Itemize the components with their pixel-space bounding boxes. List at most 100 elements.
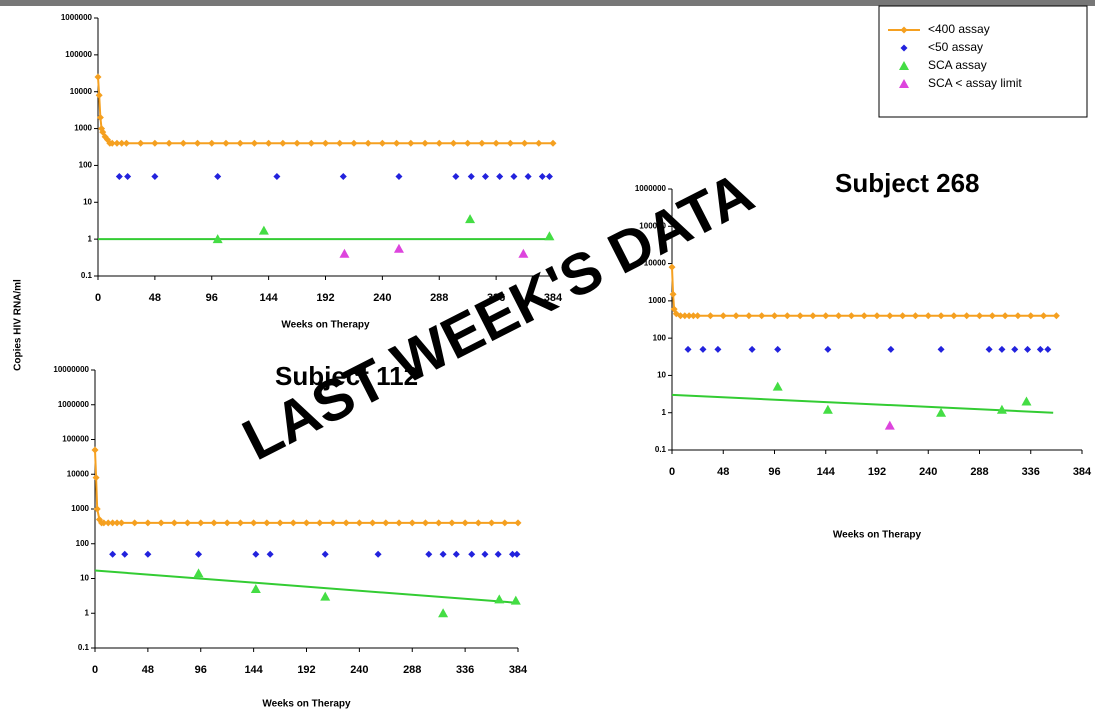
data-point <box>684 345 692 353</box>
data-point <box>263 519 271 527</box>
x-tick-label: 48 <box>149 292 161 304</box>
data-point <box>478 139 486 147</box>
data-point <box>435 139 443 147</box>
data-point <box>950 312 958 320</box>
data-point <box>677 312 685 320</box>
data-point <box>438 608 449 618</box>
chart-title: Subject 268 <box>835 168 980 198</box>
y-tick-label: 10000000 <box>53 365 89 374</box>
data-point <box>494 594 505 604</box>
data-point <box>452 173 460 181</box>
data-point <box>293 139 301 147</box>
data-point <box>214 173 222 181</box>
data-point <box>266 550 274 558</box>
data-point <box>758 312 766 320</box>
data-point <box>258 225 269 235</box>
data-point <box>474 519 482 527</box>
data-point <box>1036 345 1044 353</box>
data-point <box>1014 312 1022 320</box>
data-point <box>467 173 475 181</box>
y-tick-label: 100 <box>79 161 93 170</box>
data-point <box>887 345 895 353</box>
data-point <box>100 519 108 527</box>
data-point <box>835 312 843 320</box>
legend-marker <box>900 26 908 34</box>
data-point <box>320 591 331 601</box>
data-point <box>92 474 100 482</box>
x-tick-label: 384 <box>509 664 528 676</box>
y-tick-label: 0.1 <box>78 643 90 652</box>
data-point <box>538 173 546 181</box>
data-point <box>289 519 297 527</box>
legend-label: SCA assay <box>928 58 987 72</box>
data-point <box>369 519 377 527</box>
data-point <box>510 173 518 181</box>
x-axis-label: Weeks on Therapy <box>262 699 351 710</box>
y-tick-label: 1000000 <box>635 184 667 193</box>
data-point <box>151 139 159 147</box>
data-point <box>510 595 521 605</box>
series-line <box>94 449 518 524</box>
data-point <box>91 446 99 454</box>
data-point <box>1024 345 1032 353</box>
y-tick-label: 0.1 <box>81 271 93 280</box>
data-point <box>342 519 350 527</box>
y-tick-label: 10 <box>83 197 92 206</box>
x-tick-label: 96 <box>206 292 218 304</box>
data-point <box>115 173 123 181</box>
data-point <box>492 139 500 147</box>
data-point <box>976 312 983 320</box>
data-point <box>179 139 187 147</box>
data-point <box>452 550 460 558</box>
data-point <box>521 139 529 147</box>
data-point <box>144 519 152 527</box>
data-point <box>339 173 347 181</box>
trend-line <box>94 569 517 604</box>
data-point <box>117 519 125 527</box>
data-point <box>1044 345 1052 353</box>
data-point <box>113 519 121 527</box>
data-point <box>988 312 996 320</box>
data-point <box>518 248 529 258</box>
y-tick-label: 10000 <box>644 259 667 268</box>
data-point <box>137 139 145 147</box>
data-point <box>273 173 281 181</box>
data-point <box>668 263 676 271</box>
y-tick-label: 10000 <box>70 87 93 96</box>
data-point <box>350 139 358 147</box>
data-point <box>131 519 139 527</box>
data-point <box>165 139 173 147</box>
data-point <box>336 139 344 147</box>
data-point <box>689 312 697 320</box>
data-point <box>212 234 223 244</box>
data-point <box>193 568 204 578</box>
data-point <box>104 519 112 527</box>
y-tick-label: 1000000 <box>61 13 93 22</box>
data-point <box>772 381 783 391</box>
data-point <box>524 173 532 181</box>
x-axis-label: Weeks on Therapy <box>833 530 922 541</box>
data-point <box>321 550 329 558</box>
data-point <box>355 519 363 527</box>
data-point <box>250 139 258 147</box>
legend-label: <50 assay <box>928 40 983 54</box>
data-point <box>544 231 555 241</box>
data-point <box>374 550 382 558</box>
data-point <box>236 139 244 147</box>
data-point <box>250 583 261 593</box>
data-point <box>996 404 1007 414</box>
data-point <box>124 173 132 181</box>
x-tick-label: 144 <box>259 292 278 304</box>
y-tick-label: 100000 <box>62 435 89 444</box>
data-point <box>481 550 489 558</box>
data-point <box>113 139 121 147</box>
x-tick-label: 48 <box>142 664 154 676</box>
data-point <box>899 312 907 320</box>
data-point <box>250 519 258 527</box>
data-point <box>236 519 244 527</box>
data-point <box>774 345 782 353</box>
data-point <box>771 312 778 320</box>
y-tick-label: 100000 <box>65 50 92 59</box>
y-tick-label: 0.1 <box>655 445 667 454</box>
